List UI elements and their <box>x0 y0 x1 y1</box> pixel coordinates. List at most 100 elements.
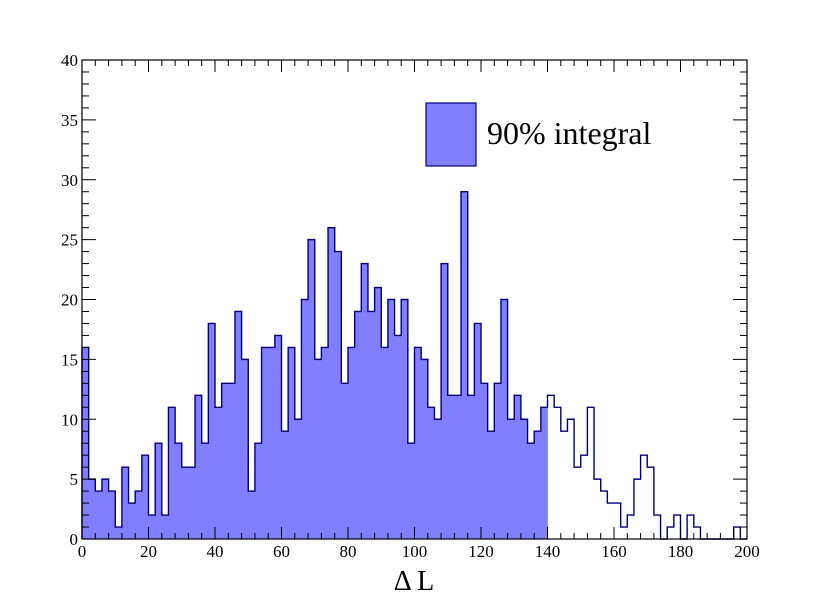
fill-bar-38 <box>334 251 342 539</box>
x-tick-label: 140 <box>535 542 561 561</box>
x-axis-tick-labels: 0 20 40 60 80 100 120 140 160 180 200 <box>78 542 760 561</box>
fill-bar-35 <box>314 359 322 539</box>
fill-bar-40 <box>348 347 356 539</box>
fill-bar-36 <box>321 347 329 539</box>
fill-bar-63 <box>500 299 508 539</box>
fill-bar-47 <box>394 335 402 539</box>
fill-bar-17 <box>195 395 203 539</box>
histogram-outline <box>81 191 747 540</box>
fill-bar-57 <box>461 191 469 539</box>
fill-bar-9 <box>141 455 149 539</box>
fill-bar-44 <box>374 287 382 539</box>
fill-bar-58 <box>467 395 475 539</box>
x-tick-label: 60 <box>273 542 290 561</box>
fill-bar-13 <box>168 407 176 539</box>
fill-bar-5 <box>115 527 123 539</box>
fill-bar-41 <box>354 311 362 539</box>
legend-label: 90% integral <box>487 115 652 151</box>
fill-bar-27 <box>261 347 269 539</box>
y-axis-tick-labels: 0 5 10 15 20 25 30 35 40 <box>61 51 78 549</box>
fill-bar-53 <box>434 419 442 539</box>
fill-bar-12 <box>161 515 169 539</box>
fill-bar-55 <box>447 395 455 539</box>
y-axis-ticks <box>82 59 747 540</box>
fill-bar-42 <box>361 263 369 539</box>
fill-bar-23 <box>234 311 242 539</box>
fill-bar-15 <box>181 467 189 539</box>
fill-bar-25 <box>248 491 256 539</box>
fill-bar-6 <box>121 467 129 539</box>
fill-bar-30 <box>281 431 289 539</box>
fill-bar-7 <box>128 503 136 539</box>
fill-bar-67 <box>527 443 535 539</box>
fill-bar-46 <box>387 299 395 539</box>
y-tick-label: 10 <box>61 410 78 429</box>
fill-bar-10 <box>148 515 156 539</box>
fill-bar-8 <box>135 491 143 539</box>
y-tick-label: 25 <box>61 231 78 250</box>
fill-bar-69 <box>540 407 548 539</box>
integral-fill-bars <box>82 191 548 539</box>
fill-bar-29 <box>274 335 282 539</box>
fill-bar-50 <box>414 347 422 539</box>
legend-swatch <box>425 102 477 167</box>
x-tick-label: 120 <box>468 542 494 561</box>
x-tick-label: 20 <box>140 542 157 561</box>
fill-bar-24 <box>241 359 249 539</box>
fill-bar-54 <box>441 263 449 539</box>
x-tick-label: 200 <box>734 542 760 561</box>
x-tick-label: 160 <box>601 542 627 561</box>
fill-bar-34 <box>308 239 316 539</box>
y-tick-label: 0 <box>70 530 79 549</box>
fill-bar-48 <box>401 299 409 539</box>
fill-bar-4 <box>108 491 116 539</box>
fill-bar-26 <box>254 443 262 539</box>
y-tick-label: 30 <box>61 171 78 190</box>
fill-bar-22 <box>228 383 236 539</box>
y-tick-label: 40 <box>61 51 78 70</box>
fill-bar-64 <box>507 419 515 539</box>
x-tick-label: 100 <box>402 542 428 561</box>
x-tick-label: 180 <box>668 542 694 561</box>
fill-bar-2 <box>95 491 103 539</box>
fill-bar-60 <box>481 383 489 539</box>
y-tick-label: 35 <box>61 111 78 130</box>
fill-bar-45 <box>381 347 389 539</box>
fill-bar-16 <box>188 467 196 539</box>
fill-bar-32 <box>294 419 302 539</box>
y-tick-label: 15 <box>61 350 78 369</box>
fill-bar-28 <box>268 347 276 539</box>
fill-bar-18 <box>201 443 209 539</box>
fill-bar-51 <box>421 359 429 539</box>
fill-bar-19 <box>208 323 216 539</box>
fill-bar-21 <box>221 383 229 539</box>
fill-bar-37 <box>328 227 336 539</box>
x-tick-label: 0 <box>78 542 87 561</box>
fill-bar-14 <box>175 443 183 539</box>
fill-bar-3 <box>101 479 109 539</box>
fill-bar-43 <box>367 311 375 539</box>
fill-bar-11 <box>155 443 163 539</box>
fill-bar-68 <box>534 431 542 539</box>
fill-bar-66 <box>520 419 528 539</box>
fill-bar-39 <box>341 383 349 539</box>
fill-bar-59 <box>474 323 482 539</box>
x-axis-title: Δ L <box>394 566 435 597</box>
fill-bar-33 <box>301 299 309 539</box>
legend: 90% integral <box>425 102 652 167</box>
fill-bar-20 <box>215 407 223 539</box>
x-tick-label: 80 <box>340 542 357 561</box>
fill-bar-62 <box>494 383 502 539</box>
y-tick-label: 5 <box>70 470 79 489</box>
y-tick-label: 20 <box>61 291 78 310</box>
fill-bar-56 <box>454 395 462 539</box>
fill-bar-65 <box>514 395 522 539</box>
x-tick-label: 40 <box>207 542 224 561</box>
fill-bar-61 <box>487 431 495 539</box>
fill-bar-1 <box>88 479 96 539</box>
x-axis-ticks <box>81 60 748 539</box>
fill-bar-52 <box>427 407 435 539</box>
fill-bar-49 <box>407 443 415 539</box>
fill-bar-31 <box>288 347 296 539</box>
